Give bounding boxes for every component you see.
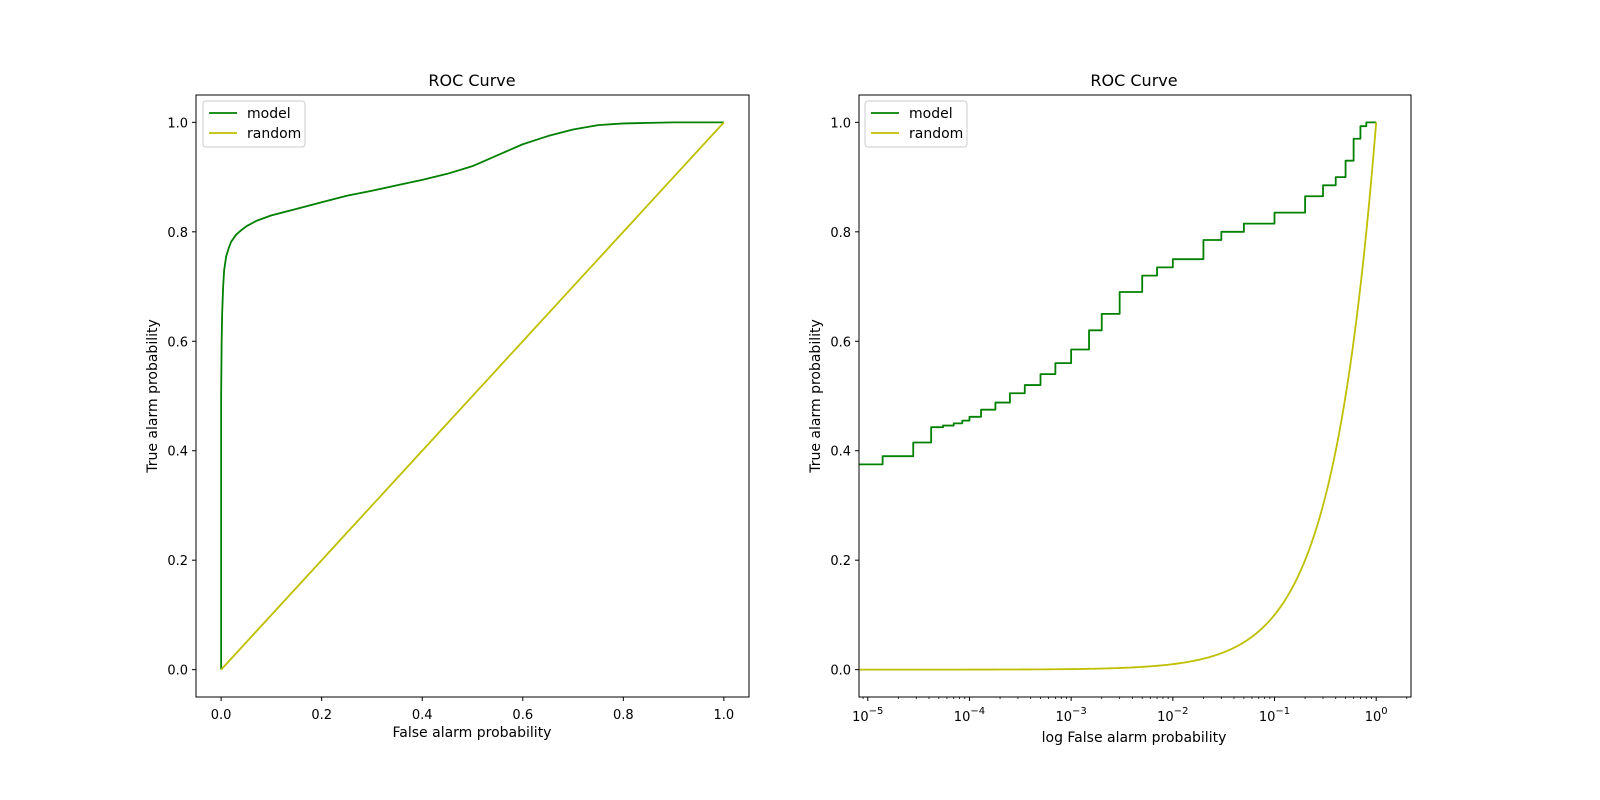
x-tick-label: 10−2 [1157,706,1188,725]
x-tick-label: 0.2 [311,708,332,723]
chart-left-ylabel: True alarm probability [145,319,161,474]
chart-left-xlabel: False alarm probability [393,725,552,741]
x-tick-label: 10−3 [1055,706,1086,725]
chart-right-legend: model random [864,100,968,148]
y-tick-label: 0.0 [830,664,851,679]
chart-left-legend: model random [202,100,306,148]
x-tick-label: 10−1 [1259,706,1290,725]
x-tick-label: 0.6 [512,708,533,723]
series-line-model [220,121,724,670]
x-tick-label: 0.4 [412,708,433,723]
chart-right-ylabel: True alarm probability [808,319,824,474]
y-tick-label: 0.8 [830,226,851,241]
chart-right-plot-area: 0.0 0.2 0.4 0.6 0.8 1.0 10−5 10−4 10−3 10−2 10−1 10… [830,94,1412,725]
x-tick-label: 10−4 [954,706,985,725]
series-layer [859,121,1378,671]
y-tick-label: 0.2 [167,554,188,569]
legend-model-label: model [247,106,291,122]
y-tick-label: 1.0 [167,116,188,131]
y-tick-label: 1.0 [830,116,851,131]
axes-frame [195,94,750,698]
chart-right-title: ROC Curve [1090,71,1177,90]
axes-frame [858,94,1412,698]
series-line-random [859,122,1378,671]
y-tick-label: 0.0 [167,664,188,679]
chart-right: ROC Curve log False alarm probability Tr… [808,71,1412,746]
legend-random-label: random [909,126,963,142]
chart-right-xlabel: log False alarm probability [1042,730,1227,746]
y-tick-label: 0.8 [167,226,188,241]
series-layer [220,121,725,671]
chart-left-title: ROC Curve [428,71,515,90]
x-tick-label: 100 [1365,706,1388,725]
chart-left: ROC Curve False alarm probability True a… [145,71,750,741]
legend-model-label: model [909,106,953,122]
y-tick-label: 0.4 [167,445,188,460]
y-tick-label: 0.2 [830,554,851,569]
x-tick-label: 0.8 [613,708,634,723]
series-line-model [859,121,1377,466]
y-tick-label: 0.6 [167,335,188,350]
chart-left-plot-area: 0.0 0.2 0.4 0.6 0.8 1.0 0.0 0.2 0.4 0.6 0.8 1.0 [167,94,750,723]
y-tick-label: 0.4 [830,445,851,460]
x-tick-label: 1.0 [714,708,735,723]
legend-random-label: random [247,126,301,142]
x-tick-label: 0.0 [211,708,232,723]
x-tick-label: 10−5 [852,706,883,725]
series-line-random [220,121,725,671]
y-tick-label: 0.6 [830,335,851,350]
